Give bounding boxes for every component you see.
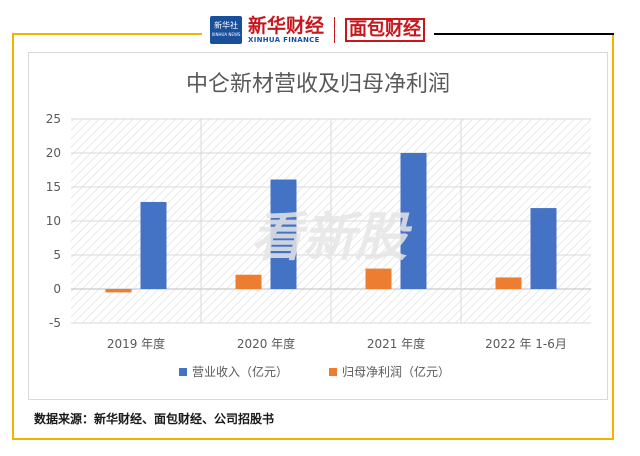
x-tick-label: 2020 年度 (237, 336, 295, 351)
chart-title: 中仑新材营收及归母净利润 (186, 72, 450, 97)
frame-accent-left (12, 33, 202, 35)
frame-gap (202, 30, 434, 38)
xinhua-badge-line2: XINHUA NEWS (211, 32, 241, 37)
xinhua-finance-en: XINHUA FINANCE (248, 36, 320, 44)
logo-divider (334, 17, 336, 43)
y-tick-label: 0 (53, 282, 61, 296)
source-note: 数据来源：新华财经、面包财经、公司招股书 (34, 412, 275, 426)
legend-swatch (179, 368, 187, 376)
legend-swatch (329, 368, 337, 376)
bars (105, 153, 557, 293)
bar-revenue (270, 179, 297, 289)
x-tick-label: 2022 年 1-6月 (485, 337, 567, 351)
y-tick-label: 25 (46, 112, 61, 126)
header-logos: 新华社 XINHUA NEWS 新华财经 XINHUA FINANCE 面包财经 (210, 10, 440, 50)
legend-label: 营业收入（亿元） (192, 364, 288, 379)
bar-revenue (140, 201, 167, 289)
chart-container: 中仑新材营收及归母净利润 -5 0 5 10 15 20 25 看新股 2019 年度 202… (28, 52, 608, 400)
x-tick-label: 2019 年度 (107, 336, 165, 351)
chart-svg: 中仑新材营收及归母净利润 -5 0 5 10 15 20 25 看新股 2019 年度 202… (46, 72, 591, 379)
xinhua-finance-cn: 新华财经 (248, 15, 325, 37)
frame-accent-right (434, 33, 614, 35)
xinhua-finance-logo: 新华财经 XINHUA FINANCE (248, 16, 324, 44)
bar-net-profit (365, 268, 392, 289)
y-tick-label: -5 (49, 316, 61, 330)
xinhua-badge: 新华社 XINHUA NEWS (210, 16, 242, 44)
y-axis-ticks: -5 0 5 10 15 20 25 (46, 112, 61, 330)
bar-revenue (530, 208, 557, 289)
bar-revenue (400, 153, 427, 289)
bar-net-profit (105, 289, 132, 293)
mianbao-finance-logo: 面包财经 (345, 18, 426, 42)
y-tick-label: 15 (46, 180, 61, 194)
x-axis-ticks: 2019 年度 2020 年度 2021 年度 2022 年 1-6月 (107, 336, 567, 351)
bar-net-profit (235, 274, 262, 289)
watermark-text: 看新股 (251, 208, 413, 268)
grid-lines (71, 118, 591, 324)
y-tick-label: 5 (53, 248, 61, 262)
x-tick-label: 2021 年度 (367, 336, 425, 351)
bar-net-profit (495, 277, 522, 289)
legend-label: 归母净利润（亿元） (342, 364, 450, 379)
y-tick-label: 10 (46, 214, 61, 228)
y-tick-label: 20 (46, 146, 61, 160)
xinhua-badge-line1: 新华社 (214, 21, 238, 30)
legend: 营业收入（亿元） 归母净利润（亿元） (179, 364, 450, 379)
